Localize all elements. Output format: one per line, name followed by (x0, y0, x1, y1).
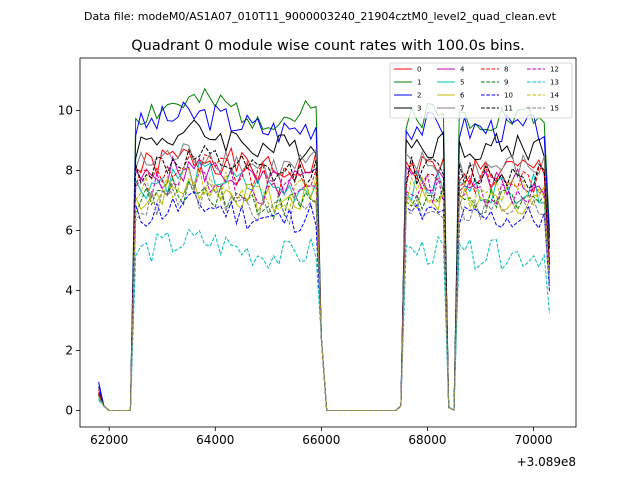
x-axis: 62000 64000 66000 68000 70000 (90, 427, 553, 447)
y-tick-label: 4 (65, 284, 73, 298)
plot-area (80, 58, 576, 427)
y-tick-label: 0 (65, 404, 73, 418)
y-tick-label: 6 (65, 224, 73, 238)
series-group (98, 87, 550, 411)
legend-label: 8 (504, 66, 508, 74)
x-tick-label: 70000 (514, 433, 552, 447)
suptitle: Data file: modeM0/AS1A07_010T11_90000032… (84, 10, 557, 23)
series-line-10 (98, 190, 550, 411)
legend-label: 5 (460, 79, 464, 87)
y-tick-label: 10 (58, 104, 73, 118)
legend-label: 15 (550, 105, 559, 113)
legend-label: 11 (504, 105, 513, 113)
y-axis: 0 2 4 6 8 10 (58, 104, 80, 418)
series-line-14 (98, 167, 550, 411)
legend-label: 4 (460, 66, 465, 74)
legend-label: 1 (417, 79, 421, 87)
legend-label: 3 (417, 105, 421, 113)
x-tick-label: 68000 (408, 433, 446, 447)
legend-label: 0 (417, 66, 421, 74)
legend-label: 7 (460, 105, 464, 113)
legend-label: 2 (417, 92, 421, 100)
legend-label: 6 (460, 92, 465, 100)
legend-label: 12 (550, 66, 559, 74)
chart-title: Quadrant 0 module wise count rates with … (131, 38, 525, 54)
x-tick-label: 62000 (90, 433, 128, 447)
y-tick-label: 2 (65, 344, 73, 358)
legend-box (389, 62, 573, 119)
series-line-13 (98, 228, 550, 411)
x-tick-label: 64000 (196, 433, 234, 447)
x-offset-label: +3.089e8 (517, 455, 576, 469)
y-tick-label: 8 (65, 164, 73, 178)
x-tick-label: 66000 (302, 433, 340, 447)
legend-label: 13 (550, 79, 559, 87)
legend-label: 10 (504, 92, 513, 100)
legend-label: 9 (504, 79, 508, 87)
plot-frame (79, 57, 577, 428)
legend-label: 14 (550, 92, 559, 100)
